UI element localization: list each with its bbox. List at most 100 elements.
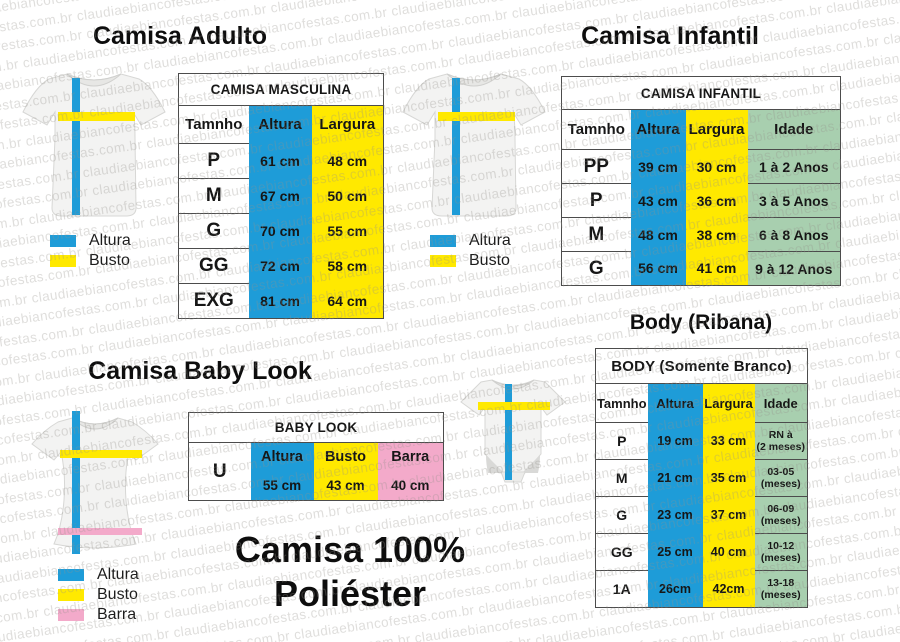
largura-cell: 35 cm	[702, 459, 755, 497]
size-cell: EXG	[193, 290, 234, 311]
table-row: M 48 cm 38 cm 6 à 8 Anos	[561, 217, 841, 252]
largura-cell: 41 cm	[685, 251, 748, 286]
altura-cell: 19 cm	[647, 422, 703, 460]
altura-color-swatch	[50, 235, 76, 247]
col-header-largura: Largura	[702, 383, 755, 423]
busto-measure-line	[58, 112, 135, 121]
largura-cell: 50 cm	[311, 178, 384, 214]
heading-camisa-baby-look: Camisa Baby Look	[88, 357, 312, 385]
tshirt-shape	[402, 73, 546, 217]
largura-cell: 42cm	[702, 570, 755, 608]
tshirt-collar	[66, 73, 122, 87]
onesie-collar	[491, 379, 535, 390]
altura-color-swatch	[430, 235, 456, 247]
largura-cell: 38 cm	[685, 217, 748, 252]
altura-color-swatch	[58, 569, 84, 581]
baby-look-legend: Altura Busto Barra	[58, 565, 139, 625]
size-cell: PP	[561, 149, 631, 184]
largura-cell: 40 cm	[702, 533, 755, 571]
busto-color-swatch	[430, 255, 456, 267]
barra-measure-line	[58, 528, 142, 535]
infantil-legend: Altura Busto	[430, 231, 511, 271]
busto-measure-line	[478, 402, 550, 410]
size-cell: 1A	[612, 581, 631, 597]
size-cell: M	[178, 178, 249, 214]
onesie-leg-right	[522, 455, 540, 473]
altura-cell: 39 cm	[630, 149, 686, 184]
size-cell: GG	[595, 533, 648, 571]
table-row: PP 39 cm 30 cm 1 à 2 Anos	[561, 149, 841, 184]
legend-item-altura: Altura	[50, 231, 131, 251]
largura-cell: 37 cm	[702, 496, 755, 534]
size-cell: P	[178, 143, 249, 179]
idade-line2: (meses)	[760, 515, 801, 527]
size-cell-u: U	[212, 460, 227, 482]
size-cell: G	[178, 213, 249, 249]
size-cell: P	[595, 422, 648, 460]
table-row: EXG 81 cm 64 cm	[179, 283, 384, 319]
legend-item-barra: Barra	[58, 605, 139, 625]
table-row: G 70 cm 55 cm	[178, 213, 384, 249]
idade-line1: 06-09	[767, 503, 795, 515]
idade-cell: 03-05 (meses)	[754, 459, 808, 497]
table-row: GG 25 cm 40 cm 10-12 (meses)	[595, 533, 808, 571]
size-cell: GG	[178, 248, 249, 284]
legend-item-altura: Altura	[58, 565, 139, 585]
idade-cell: 06-09 (meses)	[754, 496, 808, 534]
altura-cell: 61 cm	[248, 143, 312, 179]
legend-item-busto: Busto	[50, 251, 131, 271]
idade-cell: 1 à 2 Anos	[747, 149, 841, 184]
legend-label: Busto	[89, 252, 130, 269]
barra-color-swatch	[58, 609, 84, 621]
col-header-idade: Idade	[754, 383, 808, 423]
altura-measure-line	[452, 78, 460, 215]
col-header-altura: Altura	[647, 383, 703, 423]
infantil-tshirt-image	[402, 73, 546, 217]
col-header-barra: Barra	[377, 442, 444, 472]
size-cell: G	[595, 496, 648, 534]
col-header-idade: Idade	[747, 109, 841, 150]
idade-cell: 9 à 12 Anos	[747, 251, 841, 286]
idade-line2: (2 meses)	[756, 441, 805, 453]
col-header-tamnho: Tamnho	[561, 109, 631, 150]
col-header-tamnho: Tamnho	[178, 105, 249, 144]
body-table: BODY (Somente Branco) Tamnho Altura Larg…	[595, 348, 808, 608]
heading-body-ribana: Body (Ribana)	[629, 311, 773, 334]
footer-line1: Camisa 100%	[234, 529, 466, 570]
largura-cell: 64 cm	[311, 283, 384, 319]
size-cell: M	[561, 217, 631, 252]
legend-item-busto: Busto	[430, 251, 511, 271]
idade-cell: 6 à 8 Anos	[747, 217, 841, 252]
idade-cell: 10-12 (meses)	[754, 533, 808, 571]
col-header-altura: Altura	[630, 109, 686, 150]
idade-cell: 3 à 5 Anos	[747, 183, 841, 218]
busto-measure-line	[60, 450, 142, 458]
altura-cell: 26cm	[647, 570, 703, 608]
table-row: G 56 cm 41 cm 9 à 12 Anos	[562, 251, 841, 286]
col-header-busto: Busto	[313, 442, 378, 472]
body-onesie-image	[460, 379, 566, 483]
size-cell: G	[588, 257, 604, 279]
col-header-largura: Largura	[311, 105, 384, 144]
table-row: P 19 cm 33 cm RN à (2 meses)	[595, 422, 808, 460]
altura-cell: 21 cm	[647, 459, 703, 497]
legend-label: Altura	[97, 566, 139, 583]
legend-item-busto: Busto	[58, 585, 139, 605]
table-title: BABY LOOK	[188, 412, 444, 443]
size-cell: M	[595, 459, 648, 497]
idade-line2: (meses)	[760, 478, 801, 490]
col-header-tamnho: Tamnho	[595, 383, 648, 423]
legend-label: Altura	[89, 232, 131, 249]
idade-line2: (meses)	[760, 589, 801, 601]
heading-camisa-adulto: Camisa Adulto	[92, 22, 268, 50]
altura-cell: 72 cm	[248, 248, 312, 284]
largura-cell: 30 cm	[685, 149, 748, 184]
table-title: CAMISA INFANTIL	[561, 76, 841, 110]
table-row: P 61 cm 48 cm	[178, 143, 384, 179]
col-header-altura: Altura	[250, 442, 314, 472]
busto-color-swatch	[58, 589, 84, 601]
busto-color-swatch	[50, 255, 76, 267]
idade-line2: (meses)	[760, 552, 801, 564]
tshirt-collar	[71, 417, 119, 430]
